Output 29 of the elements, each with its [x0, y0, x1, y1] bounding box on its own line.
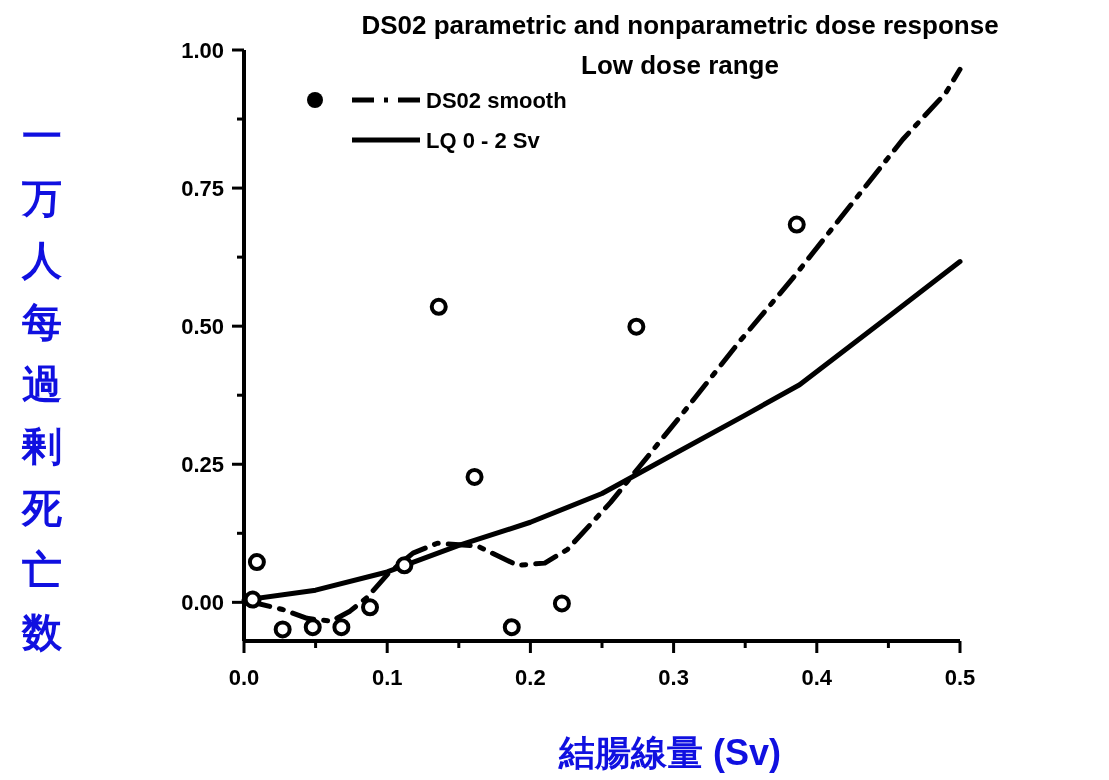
legend-label: DS02 smooth [426, 88, 567, 113]
point [787, 215, 806, 234]
x-tick-label: 0.5 [944, 665, 976, 690]
y-tick-label: 1.00 [181, 38, 224, 63]
point [627, 317, 646, 336]
x-tick-label: 0.3 [658, 665, 689, 690]
point [273, 620, 292, 639]
x-tick-label: 0.4 [801, 665, 833, 690]
point [465, 467, 484, 486]
x-tick-label: 0.2 [515, 665, 546, 690]
x-axis-title: 結腸線量 (Sv) [557, 732, 782, 773]
point [395, 556, 414, 575]
y-tick-label: 0.75 [181, 176, 224, 202]
legend-label: LQ 0 - 2 Sv [426, 128, 541, 153]
chart-subtitle: Low dose range [581, 50, 779, 80]
point [361, 598, 380, 617]
x-tick-label: 0.1 [371, 665, 403, 690]
text: 一万人每過剰死亡数 [22, 114, 62, 654]
point [429, 297, 448, 316]
chart-title: DS02 parametric and nonparametric dose response [361, 10, 999, 40]
point [247, 553, 266, 572]
point [303, 618, 322, 637]
y-tick-label: 0.50 [181, 314, 224, 340]
point [332, 618, 351, 637]
point [552, 594, 571, 613]
y-tick-label: 0.25 [181, 452, 224, 478]
x-tick-label: 0.0 [228, 665, 260, 690]
point [502, 618, 521, 637]
y-tick-label: 0.00 [181, 590, 224, 616]
